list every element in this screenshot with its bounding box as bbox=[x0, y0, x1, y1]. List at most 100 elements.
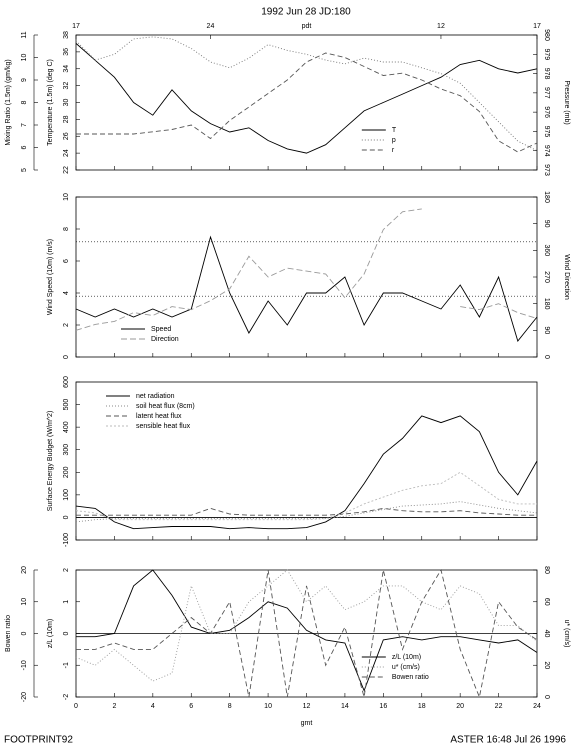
y-tick-label: 24 bbox=[63, 149, 70, 157]
y-tick-label: 180 bbox=[543, 191, 550, 203]
x-tick-label: 2 bbox=[112, 703, 116, 710]
y-tick-label: 973 bbox=[543, 164, 550, 176]
top-axis-label: pdt bbox=[302, 23, 312, 30]
y-tick-label: 22 bbox=[63, 166, 70, 174]
series-line bbox=[75, 471, 537, 521]
series-line bbox=[75, 235, 538, 342]
y-axis-label: Surface Energy Budget (W/m^2) bbox=[47, 411, 54, 512]
legend-label: p bbox=[392, 137, 396, 144]
y-tick-label: 90 bbox=[543, 326, 550, 334]
y-axis-label: Mixing Ratio (1.5m) (gm/kg) bbox=[5, 59, 12, 145]
y-tick-label: 34 bbox=[63, 65, 70, 73]
series-line bbox=[76, 52, 538, 153]
y-tick-label: 0 bbox=[543, 355, 550, 359]
x-tick-label: 22 bbox=[495, 703, 503, 710]
top-x-tick-label: 17 bbox=[533, 23, 541, 30]
series-line bbox=[75, 36, 538, 152]
legend-label: latent heat flux bbox=[136, 413, 182, 420]
legend-label: Speed bbox=[151, 326, 171, 333]
series-line bbox=[75, 569, 538, 682]
y-axis-label: Pressure (mb) bbox=[563, 80, 570, 124]
y-tick-label: -2 bbox=[63, 694, 70, 700]
legend-label: z/L (10m) bbox=[392, 654, 421, 661]
plot-frame bbox=[75, 34, 538, 171]
x-tick-label: 18 bbox=[418, 703, 426, 710]
y-tick-label: 979 bbox=[543, 48, 550, 60]
legend-label: soil heat flux (8cm) bbox=[136, 403, 195, 410]
y-tick-label: 20 bbox=[543, 661, 550, 669]
legend-label: Bowen ratio bbox=[392, 674, 429, 681]
y-tick-label: 60 bbox=[543, 598, 550, 606]
y-axis-label: u* (cm/s) bbox=[563, 620, 570, 648]
y-axis-label: z/L (10m) bbox=[47, 619, 54, 648]
y-tick-label: 0 bbox=[63, 631, 70, 635]
y-axis-label: Temperature (1.5m) (deg C) bbox=[47, 59, 54, 146]
y-tick-label: 36 bbox=[63, 48, 70, 56]
series-line bbox=[76, 569, 538, 692]
x-tick-label: 20 bbox=[456, 703, 464, 710]
y-tick-label: 0 bbox=[63, 515, 70, 519]
y-tick-label: 5 bbox=[21, 168, 28, 172]
legend-label: Direction bbox=[151, 336, 179, 343]
y-tick-label: 300 bbox=[63, 444, 70, 456]
y-tick-label: 2 bbox=[63, 323, 70, 327]
y-tick-label: 11 bbox=[21, 31, 28, 38]
series-line bbox=[75, 43, 538, 154]
series-line bbox=[76, 568, 538, 699]
y-tick-label: 10 bbox=[63, 193, 70, 201]
y-tick-label: 8 bbox=[63, 227, 70, 231]
y-tick-label: 0 bbox=[543, 695, 550, 699]
y-tick-label: -20 bbox=[21, 692, 28, 702]
y-tick-label: 4 bbox=[63, 291, 70, 295]
y-tick-label: 28 bbox=[63, 115, 70, 123]
y-tick-label: 32 bbox=[63, 82, 70, 90]
legend-label: T bbox=[392, 127, 397, 134]
y-tick-label: 2 bbox=[63, 568, 70, 572]
legend-label: r bbox=[392, 147, 395, 154]
legend-label: u* (cm/s) bbox=[392, 664, 420, 671]
y-tick-label: 7 bbox=[21, 123, 28, 127]
legend-label: net radiation bbox=[136, 393, 175, 400]
y-tick-label: 6 bbox=[63, 259, 70, 263]
x-tick-label: 24 bbox=[533, 703, 541, 710]
y-tick-label: 976 bbox=[543, 106, 550, 118]
y-tick-label: 270 bbox=[543, 271, 550, 283]
y-tick-label: 200 bbox=[63, 466, 70, 478]
series-line bbox=[75, 415, 538, 530]
y-tick-label: 26 bbox=[63, 132, 70, 140]
x-axis-label: gmt bbox=[301, 720, 313, 727]
chart-title: 1992 Jun 28 JD:180 bbox=[261, 7, 351, 18]
y-axis-label: Wind Direction bbox=[563, 254, 570, 300]
series-line bbox=[75, 208, 538, 331]
y-axis-label: Bowen ratio bbox=[5, 615, 12, 652]
footer-left: FOOTPRINT92 bbox=[4, 735, 73, 746]
y-tick-label: 38 bbox=[63, 31, 70, 39]
y-tick-label: 40 bbox=[543, 630, 550, 638]
y-tick-label: 0 bbox=[21, 631, 28, 635]
y-tick-label: 10 bbox=[21, 54, 28, 62]
y-axis-label: Wind Speed (10m) (m/s) bbox=[47, 239, 54, 315]
y-tick-label: 180 bbox=[543, 298, 550, 310]
top-x-tick-label: 24 bbox=[207, 23, 215, 30]
y-tick-label: 360 bbox=[543, 244, 550, 256]
y-tick-label: 6 bbox=[21, 145, 28, 149]
y-tick-label: 30 bbox=[63, 99, 70, 107]
y-tick-label: 977 bbox=[543, 87, 550, 99]
y-tick-label: -100 bbox=[63, 533, 70, 547]
footer-right: ASTER 16:48 Jul 26 1996 bbox=[450, 735, 566, 746]
y-tick-label: 10 bbox=[21, 598, 28, 606]
y-tick-label: 500 bbox=[63, 399, 70, 411]
y-tick-label: 0 bbox=[63, 355, 70, 359]
y-tick-label: 1 bbox=[63, 600, 70, 604]
y-tick-label: 974 bbox=[543, 145, 550, 157]
x-tick-label: 16 bbox=[379, 703, 387, 710]
top-x-tick-label: 12 bbox=[437, 23, 445, 30]
y-tick-label: 100 bbox=[63, 489, 70, 501]
x-tick-label: 4 bbox=[151, 703, 155, 710]
y-tick-label: 8 bbox=[21, 100, 28, 104]
y-tick-label: 90 bbox=[543, 220, 550, 228]
x-tick-label: 10 bbox=[264, 703, 272, 710]
y-tick-label: 400 bbox=[63, 421, 70, 433]
x-tick-label: 14 bbox=[341, 703, 349, 710]
plot-frame bbox=[75, 196, 538, 358]
